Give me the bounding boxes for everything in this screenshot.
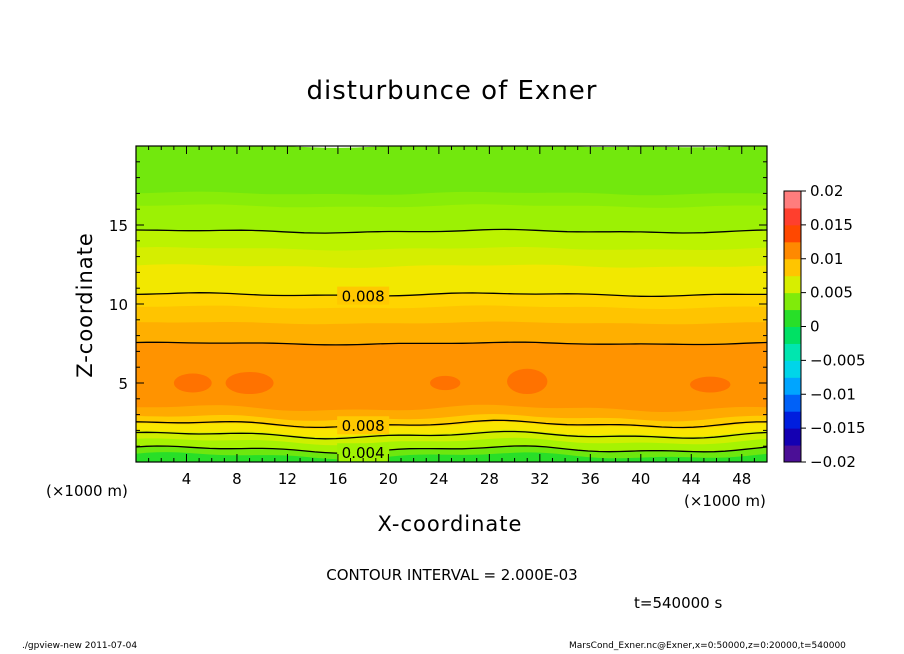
colorbar-swatch — [784, 309, 801, 327]
footer-left: ./gpview-new 2011-07-04 — [22, 641, 138, 651]
contour-labels: 0.004 0.008 0.008 — [337, 286, 390, 462]
plot-area: 0.004 0.008 0.008 — [136, 146, 767, 462]
colorbar-tick-label: 0.01 — [810, 250, 843, 268]
y-tick-label: 5 — [118, 375, 128, 393]
contour-label: 0.008 — [342, 417, 385, 435]
colorbar-swatch — [784, 343, 801, 361]
contour-label: 0.004 — [342, 444, 385, 462]
blob-patch — [690, 376, 731, 393]
x-tick-label: 8 — [232, 470, 242, 488]
blob-patch — [173, 373, 212, 393]
blob-patch — [225, 371, 274, 395]
contour-label: 0.008 — [342, 288, 385, 306]
colorbar-swatch — [784, 326, 801, 344]
chart-title: disturbunce of Exner — [306, 76, 598, 106]
x-axis-ticks: 4 8 12 16 20 24 28 32 36 40 44 48 — [148, 146, 755, 488]
colorbar-swatch — [784, 445, 801, 463]
contour-line — [136, 292, 767, 298]
x-tick-label: 12 — [278, 470, 297, 488]
x-tick-label: 36 — [581, 470, 600, 488]
blob-patch — [507, 368, 548, 395]
colorbar-swatch — [784, 428, 801, 446]
color-bands — [136, 146, 767, 462]
contour-line — [136, 228, 767, 234]
colorbar-swatch — [784, 377, 801, 395]
colorbar: 0.02 0.015 0.01 0.005 0 −0.005 −0.01 −0.015 −0.0… — [783, 182, 866, 471]
colorbar-swatch — [784, 241, 801, 260]
colorbar-swatch — [784, 411, 801, 429]
contour-line — [136, 445, 767, 454]
colorbar-swatch — [784, 360, 801, 378]
x-tick-label: 32 — [530, 470, 549, 488]
x-tick-label: 4 — [182, 470, 192, 488]
contour-line — [136, 430, 767, 440]
colorbar-swatch — [784, 207, 801, 226]
x-axis-label: X-coordinate — [377, 512, 523, 536]
colorbar-swatch — [784, 275, 801, 294]
colorbar-tick-label: 0.02 — [810, 182, 843, 200]
contour-line — [136, 419, 767, 429]
contour-label-bg — [337, 286, 390, 305]
contour-lines — [136, 228, 767, 454]
colorbar-tick-label: −0.02 — [810, 453, 856, 471]
x-tick-label: 24 — [429, 470, 448, 488]
colorbar-tick-label: 0 — [810, 318, 820, 336]
x-tick-label: 48 — [732, 470, 751, 488]
colorbar-swatch — [784, 191, 801, 209]
x-tick-label: 16 — [328, 470, 347, 488]
x-tick-label: 40 — [631, 470, 650, 488]
colorbar-tick-label: 0.015 — [810, 216, 853, 234]
colorbar-tick-label: −0.01 — [810, 385, 856, 403]
y-tick-label: 15 — [109, 217, 128, 235]
colorbar-tick-label: −0.015 — [810, 419, 866, 437]
x-unit-left: (×1000 m) — [46, 482, 128, 500]
colorbar-swatch — [784, 224, 801, 243]
blob-patches — [173, 368, 731, 395]
x-unit-right: (×1000 m) — [684, 492, 766, 510]
y-tick-label: 10 — [109, 296, 128, 314]
x-tick-label: 44 — [682, 470, 701, 488]
contour-interval-note: CONTOUR INTERVAL = 2.000E-03 — [326, 566, 578, 584]
colorbar-swatch — [784, 258, 801, 277]
colorbar-tick-label: 0.005 — [810, 284, 853, 302]
contour-line — [136, 341, 767, 346]
color-band — [136, 452, 767, 462]
contour-label-bg — [337, 416, 390, 435]
blob-patch — [430, 375, 461, 391]
y-axis-label: Z-coordinate — [73, 232, 97, 378]
x-tick-label: 28 — [480, 470, 499, 488]
contour-label-bg — [337, 443, 390, 462]
y-axis-ticks: 5 10 15 — [109, 161, 767, 447]
colorbar-swatch — [784, 292, 801, 311]
time-stamp: t=540000 s — [634, 594, 723, 612]
colorbar-swatch — [784, 394, 801, 412]
footer-right: MarsCond_Exner.nc@Exner,x=0:50000,z=0:20… — [569, 641, 846, 651]
x-tick-label: 20 — [379, 470, 398, 488]
colorbar-tick-label: −0.005 — [810, 351, 866, 369]
